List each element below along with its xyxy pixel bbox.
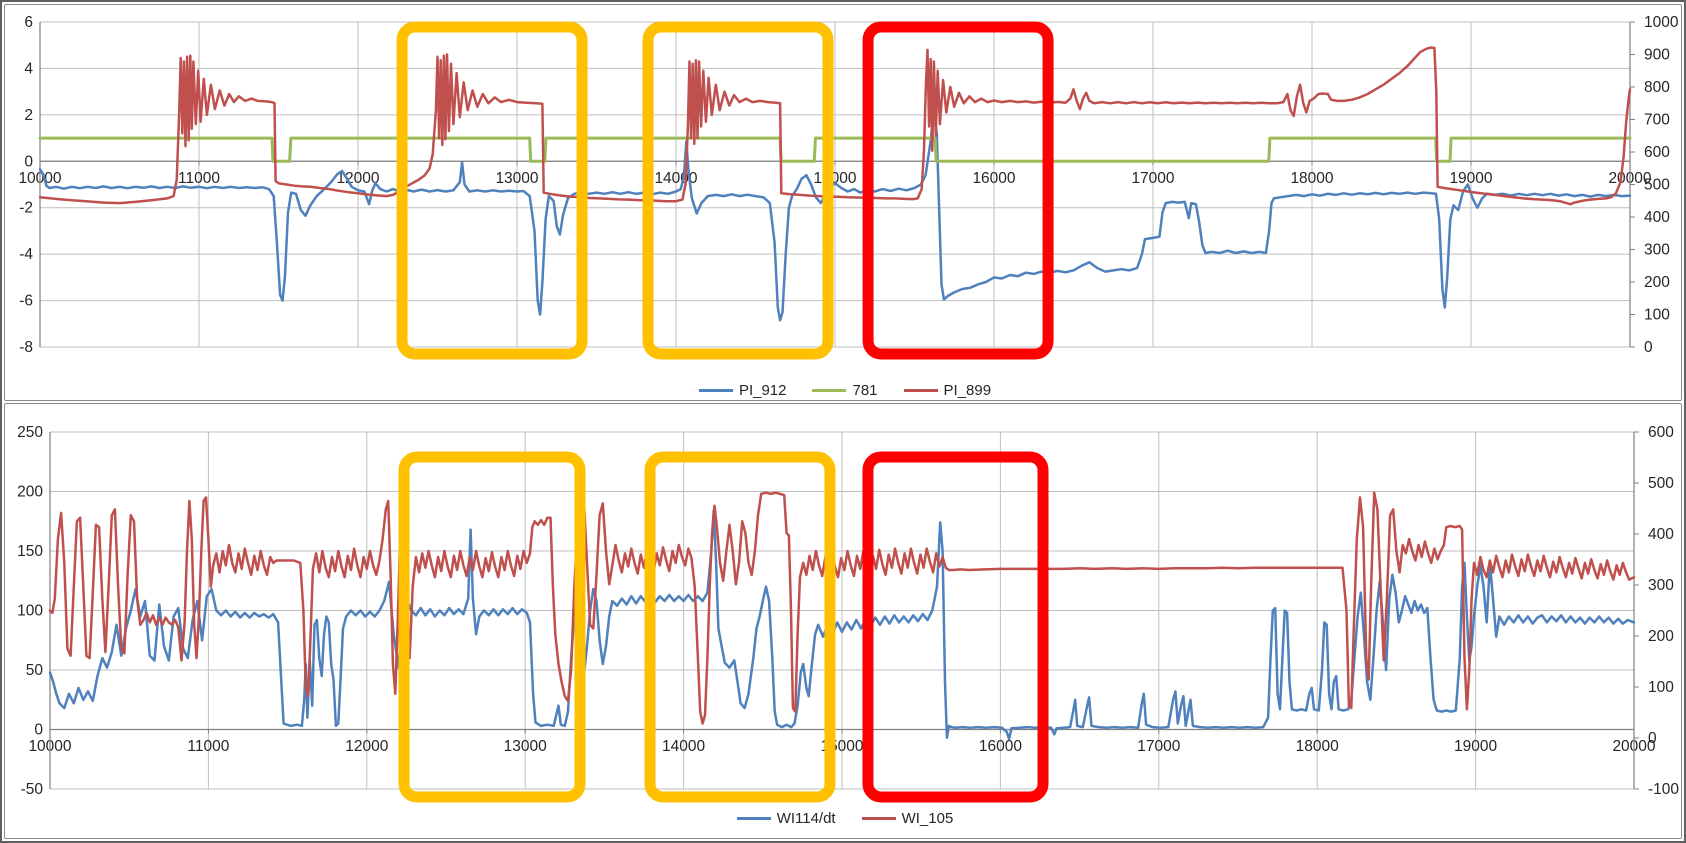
left-axis-tick-label: 4: [24, 60, 33, 77]
x-axis-tick-label: 12000: [345, 738, 388, 755]
legend-line-swatch: [698, 388, 733, 392]
x-axis-tick-label: 12000: [336, 170, 379, 187]
x-axis-tick-label: 11000: [187, 738, 229, 755]
series-line-pi-912: [38, 112, 1632, 322]
series-line-pi-899: [38, 46, 1632, 206]
x-axis-tick-label: 16000: [979, 738, 1022, 755]
legend-item-pi-899: PI_899: [903, 381, 992, 399]
legend-label: WI114/dt: [776, 809, 836, 827]
x-axis-tick-label: 17000: [1137, 738, 1180, 755]
right-axis-tick-label: 700: [1644, 112, 1670, 129]
right-axis-tick-label: 100: [1644, 307, 1670, 324]
highlight-rect: [862, 21, 1054, 360]
right-axis-tick-label: 300: [1644, 242, 1670, 259]
legend-label: 781: [852, 381, 878, 399]
right-axis-tick-label: 0: [1644, 339, 1653, 356]
right-axis-tick-label: 100: [1648, 679, 1674, 696]
highlight-rect: [642, 21, 834, 360]
highlight-rect: [644, 451, 836, 803]
right-axis-tick-label: 1000: [1644, 14, 1679, 31]
left-axis-tick-label: -50: [21, 781, 44, 798]
highlight-rect: [396, 21, 588, 360]
left-axis-tick-label: 150: [17, 543, 43, 560]
series-line-wi114-dt: [48, 509, 1636, 741]
legend-label: PI_912: [738, 381, 787, 399]
legend-item-781: 781: [812, 381, 878, 399]
left-axis-tick-label: 100: [17, 603, 43, 620]
right-axis-tick-label: -100: [1648, 781, 1679, 798]
left-axis-tick-label: 250: [17, 424, 43, 441]
right-axis-tick-label: 300: [1648, 577, 1674, 594]
x-axis-tick-label: 11000: [178, 170, 220, 187]
x-axis-tick-label: 13000: [504, 738, 547, 755]
left-axis-tick-label: -8: [19, 339, 33, 356]
x-axis-tick-label: 18000: [1296, 738, 1339, 755]
left-axis-tick-label: 0: [24, 153, 33, 170]
right-axis-tick-label: 500: [1648, 475, 1674, 492]
right-axis-tick-label: 500: [1644, 177, 1670, 194]
legend-item-wi114-dt: WI114/dt: [736, 809, 836, 827]
x-axis-tick-label: 19000: [1449, 170, 1492, 187]
legend-line-swatch: [903, 388, 938, 392]
right-axis-tick-label: 800: [1644, 79, 1670, 96]
legend-label: WI_105: [901, 809, 954, 827]
left-axis-tick-label: 2: [24, 107, 33, 124]
right-axis-tick-label: 900: [1644, 47, 1670, 64]
right-axis-tick-label: 600: [1644, 144, 1670, 161]
legend-line-swatch: [812, 388, 847, 392]
right-axis-tick-label: 400: [1644, 209, 1670, 226]
highlight-rect: [862, 451, 1049, 803]
x-axis-tick-label: 13000: [495, 170, 538, 187]
right-axis-tick-label: 600: [1648, 424, 1674, 441]
left-axis-tick-label: 50: [26, 662, 44, 679]
highlight-rect: [398, 451, 586, 803]
left-axis-tick-label: -2: [19, 200, 33, 217]
right-axis-tick-label: 200: [1648, 628, 1674, 645]
x-axis-tick-label: 16000: [972, 170, 1015, 187]
left-axis-tick-label: -4: [19, 246, 33, 263]
left-axis-tick-label: -6: [19, 293, 33, 310]
bottom-chart-legend: WI114/dt WI_105: [2, 807, 1684, 829]
left-axis-tick-label: 0: [34, 722, 43, 739]
x-axis-tick-label: 17000: [1131, 170, 1174, 187]
right-axis-tick-label: 400: [1648, 526, 1674, 543]
left-axis-tick-label: 6: [24, 14, 33, 31]
left-axis-tick-label: 200: [17, 484, 43, 501]
legend-item-wi-105: WI_105: [861, 809, 954, 827]
bottom-chart-panel: [4, 403, 1682, 839]
legend-line-swatch: [861, 816, 896, 820]
legend-label: PI_899: [943, 381, 992, 399]
right-axis-tick-label: 0: [1648, 730, 1657, 747]
top-chart-legend: PI_912 781 PI_899: [2, 379, 1684, 401]
series-line-wi-105: [48, 491, 1636, 725]
legend-line-swatch: [736, 816, 771, 820]
x-axis-tick-label: 14000: [662, 738, 705, 755]
right-axis-tick-label: 200: [1644, 274, 1670, 291]
x-axis-tick-label: 18000: [1290, 170, 1333, 187]
legend-item-pi-912: PI_912: [698, 381, 787, 399]
x-axis-tick-label: 19000: [1454, 738, 1497, 755]
